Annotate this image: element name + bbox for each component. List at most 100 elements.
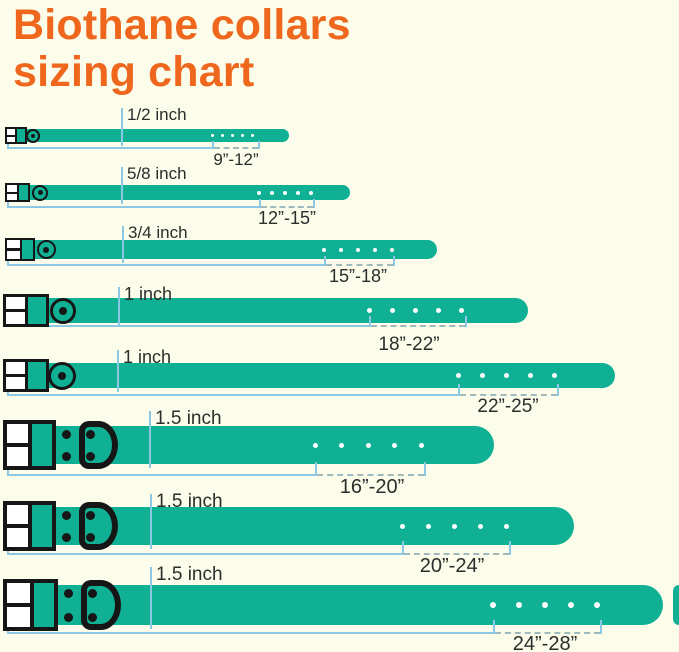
buckle-crossbar-row7 [7,524,29,528]
width-label-tick-row8 [150,567,152,629]
buckle-ring-row1 [26,128,40,143]
strap-hole-row6 [418,442,424,448]
strap-hole-row8 [568,602,574,608]
strap-hole-row1 [220,134,224,137]
partial-collar-edge [673,585,679,625]
chart-title-line1: Biothane collars [13,1,351,49]
measure-tick-mid-row6 [315,462,317,476]
strap-hole-row3 [339,247,343,252]
buckle-crossbar-row1 [7,134,16,137]
buckle-window-row2 [7,185,17,200]
strap-hole-row8 [542,602,548,608]
collar-strap-row4 [7,298,528,323]
strap-hole-row5 [503,373,509,378]
width-label-tick-row1 [121,108,123,146]
buckle-pin-row3 [43,246,49,253]
strap-hole-row2 [283,190,287,195]
strap-hole-row5 [527,373,533,378]
buckle-rivet-row6 [85,451,95,461]
collar-strap-row3 [7,240,437,259]
measure-dashes-row6 [317,474,424,476]
measure-dashes-row2 [261,206,313,208]
width-label-row2: 5/8 inch [127,164,187,183]
strap-hole-row5 [551,373,557,378]
measure-line-row1 [7,147,212,149]
buckle-frame-row4 [3,294,49,327]
measure-line-row3 [7,264,324,266]
strap-hole-row5 [479,373,485,378]
size-range-label-row8: 24”-28” [512,633,578,652]
measure-dashes-row3 [326,264,393,266]
strap-hole-row2 [257,190,261,195]
buckle-pin-row4 [59,306,67,315]
buckle-rivet-row7 [61,510,71,520]
buckle-frame-row6 [3,420,56,470]
width-label-row7: 1.5 inch [156,491,223,512]
width-label-tick-row3 [122,226,124,263]
measure-line-row2 [7,206,259,208]
chart-title: Biothane collars sizing chart [13,1,351,97]
width-label-row4: 1 inch [124,284,173,304]
collar-strap-row1 [7,129,289,142]
width-label-tick-row5 [117,350,119,392]
strap-hole-row4 [412,308,418,313]
measure-tick-mid-row4 [369,316,371,327]
buckle-ring-row5 [48,361,76,390]
buckle-crossbar-row4 [6,309,26,312]
buckle-rivet-row8 [63,612,73,622]
measure-line-row6 [7,474,315,476]
strap-hole-row7 [399,523,405,529]
collar-strap-row5 [7,363,615,388]
strap-hole-row2 [309,190,313,195]
measure-line-row8 [7,632,493,634]
measure-line-row4 [7,325,369,327]
strap-hole-row4 [435,308,441,313]
size-range-label-row6: 16”-20” [339,476,405,498]
strap-hole-row3 [390,247,394,252]
size-range-label-row4: 18”-22” [378,334,440,355]
buckle-strap-pass-row5 [25,362,46,389]
measure-tick-left-row2 [7,200,9,207]
buckle-frame-row7 [3,501,56,551]
width-label-tick-row4 [118,287,120,327]
buckle-rivet-row7 [85,510,95,520]
buckle-crossbar-row5 [6,374,26,377]
strap-hole-row4 [458,308,464,313]
width-label-row6: 1.5 inch [155,408,222,429]
measure-tick-end-row4 [465,316,467,327]
buckle-crossbar-row6 [7,443,29,447]
measure-tick-left-row1 [7,142,9,148]
width-label-row8: 1.5 inch [156,564,223,585]
strap-hole-row1 [210,134,214,137]
width-label-row5: 1 inch [123,347,172,367]
measure-dashes-row5 [460,394,557,396]
buckle-rivet-row8 [63,588,73,598]
buckle-strap-pass-row1 [15,129,25,142]
strap-hole-row1 [240,134,244,137]
strap-hole-row3 [373,247,377,252]
measure-dashes-row8 [495,632,600,634]
buckle-dring-row6 [79,421,118,469]
buckle-rivet-row7 [61,532,71,542]
buckle-dring-row7 [79,502,118,550]
strap-hole-row6 [339,442,344,448]
strap-hole-row4 [366,308,372,313]
buckle-window-row7 [7,505,29,547]
buckle-crossbar-row2 [7,191,17,194]
strap-hole-row1 [230,134,234,137]
measure-tick-mid-row1 [212,141,214,149]
buckle-strap-pass-row6 [28,424,52,466]
measure-dashes-row7 [404,553,509,555]
strap-hole-row1 [250,134,254,137]
measure-tick-mid-row7 [402,541,404,555]
strap-hole-row3 [356,247,360,252]
buckle-strap-pass-row8 [29,583,54,627]
buckle-window-row5 [6,362,26,389]
measure-line-row7 [7,553,402,555]
buckle-rivet-row6 [61,451,71,461]
strap-hole-row7 [425,523,431,529]
measure-tick-mid-row2 [259,199,261,208]
size-range-label-row2: 12”-15” [257,208,317,228]
width-label-tick-row6 [149,411,151,468]
